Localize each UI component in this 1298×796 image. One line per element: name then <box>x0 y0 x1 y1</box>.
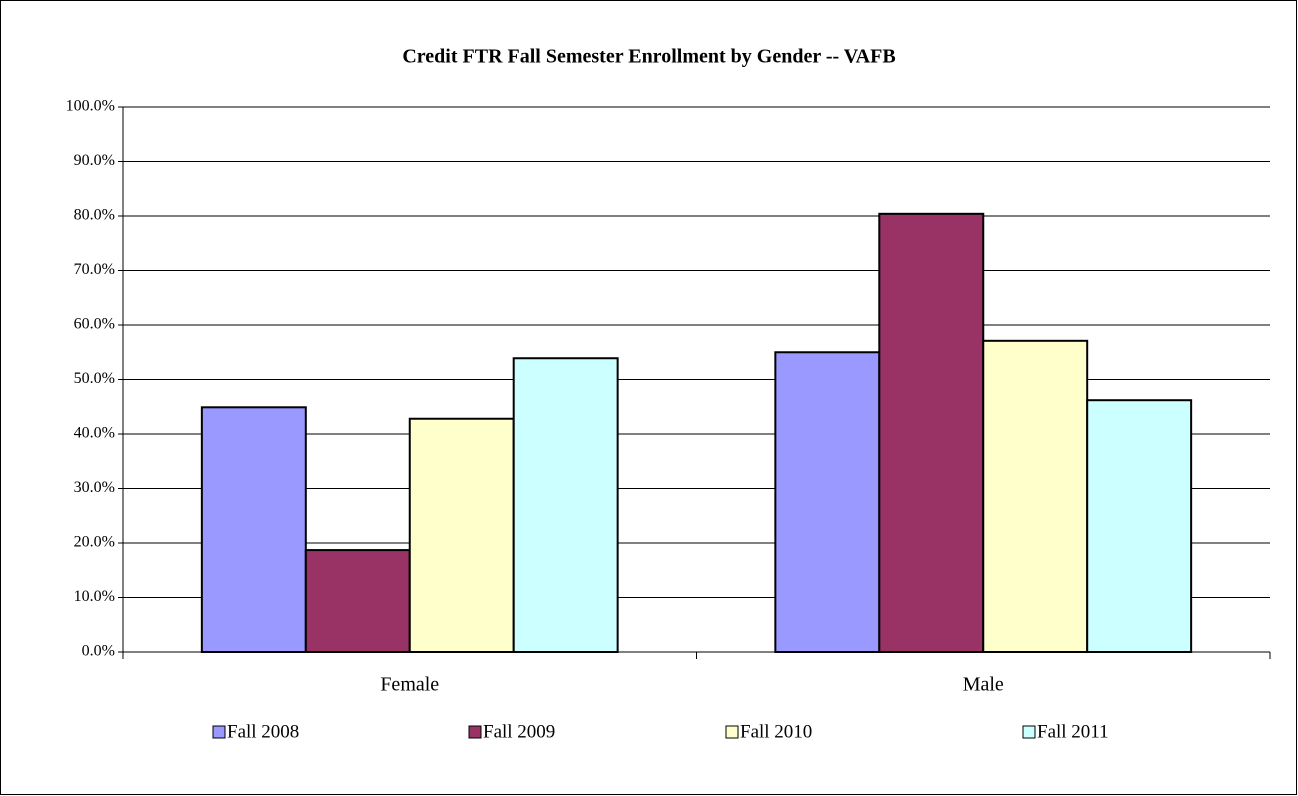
bar <box>774 351 881 653</box>
y-tick-label: 90.0% <box>74 152 115 169</box>
y-tick-label: 10.0% <box>74 588 115 605</box>
y-tick-label: 60.0% <box>74 316 115 333</box>
legend-swatch <box>212 725 226 739</box>
bar <box>408 417 515 653</box>
x-tick-label: Female <box>380 674 439 696</box>
legend-label: Fall 2011 <box>1037 721 1109 742</box>
y-tick-label: 50.0% <box>74 370 115 387</box>
y-tick-label: 20.0% <box>74 534 115 551</box>
y-tick-label: 100.0% <box>66 98 115 115</box>
legend-swatch <box>1022 725 1036 739</box>
bar <box>982 339 1089 653</box>
chart-title: Credit FTR Fall Semester Enrollment by G… <box>402 46 895 68</box>
legend-swatch <box>725 725 739 739</box>
x-tick-label: Male <box>963 674 1004 696</box>
bar <box>878 212 985 653</box>
y-tick-label: 70.0% <box>74 261 115 278</box>
legend-label: Fall 2008 <box>227 721 299 742</box>
y-tick-label: 80.0% <box>74 207 115 224</box>
y-tick-label: 0.0% <box>82 643 115 660</box>
y-tick-label: 30.0% <box>74 479 115 496</box>
bar <box>512 357 619 653</box>
bar <box>200 406 307 654</box>
legend-label: Fall 2010 <box>740 721 812 742</box>
bar <box>304 549 411 654</box>
bar <box>1086 399 1193 653</box>
legend-label: Fall 2009 <box>483 721 555 742</box>
y-tick-label: 40.0% <box>74 425 115 442</box>
legend-swatch <box>468 725 482 739</box>
